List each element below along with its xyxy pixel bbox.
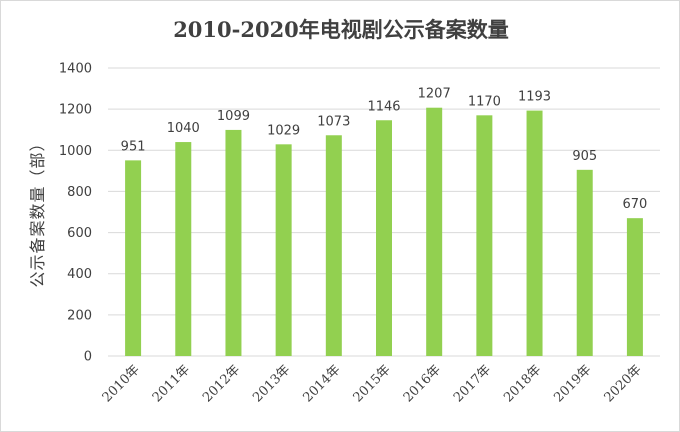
y-tick-label: 600: [67, 226, 92, 241]
y-tick-label: 0: [84, 350, 92, 365]
bar: [576, 169, 593, 356]
data-label: 1146: [367, 99, 400, 114]
bar: [325, 135, 342, 356]
bar: [175, 142, 192, 356]
x-tick-label: 2013年: [250, 362, 293, 405]
data-label: 1193: [518, 90, 551, 105]
data-label: 1029: [267, 123, 300, 138]
bar: [376, 120, 392, 356]
y-tick-label: 1200: [59, 103, 92, 118]
data-label: 1073: [317, 114, 350, 129]
bar: [225, 129, 242, 356]
x-tick-label: 2019年: [551, 362, 594, 405]
y-tick-label: 200: [67, 308, 92, 323]
bar: [275, 144, 292, 356]
data-label: 670: [622, 197, 647, 212]
chart-title: 2010-2020年电视剧公示备案数量: [173, 17, 509, 42]
data-label: 905: [572, 149, 597, 164]
bar: [426, 107, 443, 357]
y-tick-label: 1000: [59, 144, 92, 159]
x-tick-label: 2020年: [602, 362, 645, 405]
x-tick-label: 2015年: [351, 362, 394, 405]
data-label: 1099: [217, 109, 250, 124]
data-label: 1207: [418, 87, 451, 102]
data-label: 1170: [468, 94, 501, 109]
y-tick-labels: 0 200 400 600 800 1000 1200 1400: [59, 62, 92, 365]
y-axis-label: 公示备案数量（部）: [28, 134, 47, 287]
bar: [526, 110, 543, 356]
x-tick-label: 2010年: [100, 362, 143, 405]
data-label: 951: [121, 139, 146, 154]
bar: [125, 160, 142, 356]
x-tick-labels: 2010年 2011年 2012年 2013年 2014年 2015年 2016年 2017年…: [100, 362, 645, 405]
bar: [626, 218, 643, 356]
bar: [476, 115, 493, 356]
data-label: 1040: [167, 121, 200, 136]
y-tick-label: 400: [67, 267, 92, 282]
bars: [125, 107, 643, 357]
x-tick-label: 2011年: [150, 362, 193, 405]
x-tick-label: 2017年: [451, 362, 494, 405]
y-tick-label: 1400: [59, 62, 92, 77]
x-tick-label: 2014年: [300, 362, 343, 405]
x-tick-label: 2012年: [200, 362, 243, 405]
x-tick-label: 2016年: [401, 362, 444, 405]
y-tick-label: 800: [67, 185, 92, 200]
data-labels: 951 1040 1099 1029 1073 1146 1207 1170 1193 905 67…: [121, 87, 648, 212]
x-tick-label: 2018年: [501, 362, 544, 405]
